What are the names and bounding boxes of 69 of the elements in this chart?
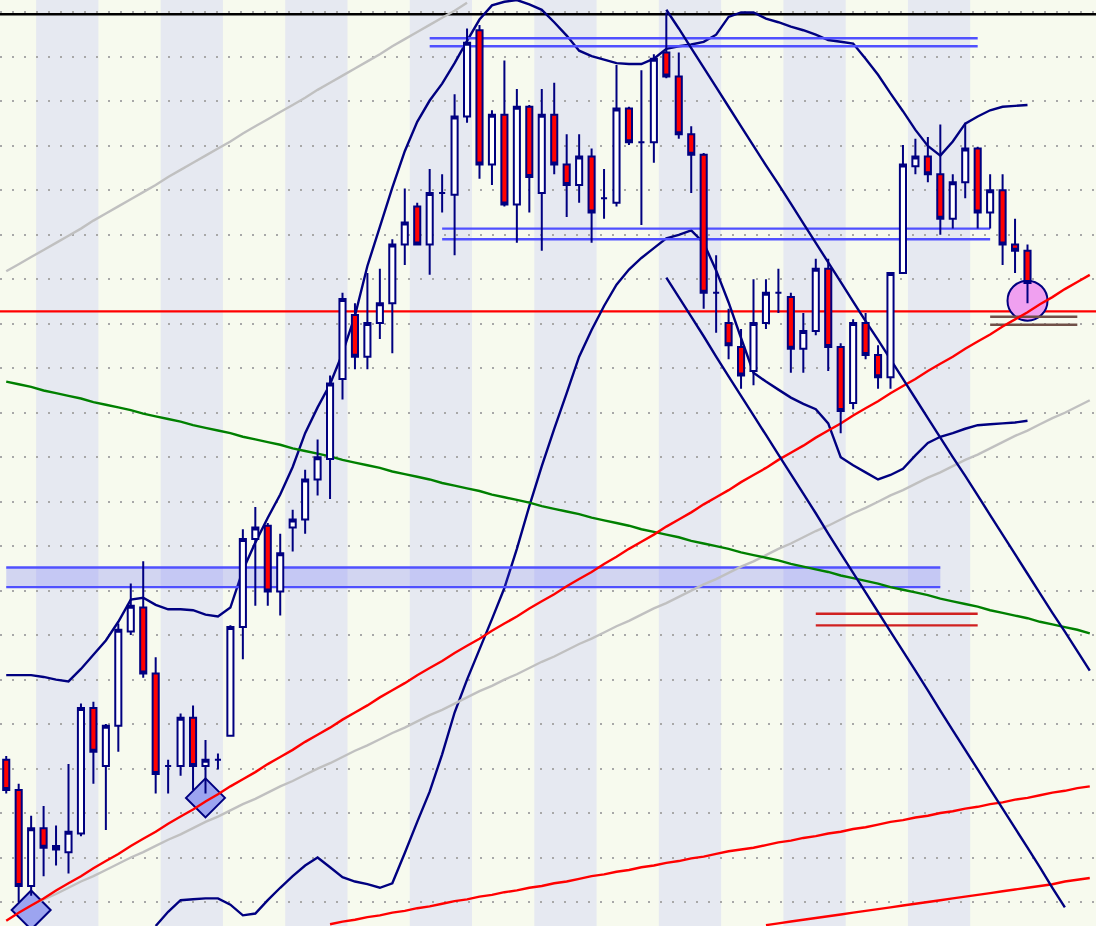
candlestick — [649, 53, 658, 164]
candlestick — [164, 758, 173, 795]
candlestick — [388, 238, 397, 355]
candlestick — [537, 87, 546, 252]
candlestick — [313, 438, 322, 497]
candlestick — [587, 147, 596, 244]
candlestick — [52, 824, 61, 867]
candlestick — [948, 173, 957, 230]
candlestick — [213, 752, 222, 771]
candlestick — [276, 532, 285, 617]
candlestick — [886, 272, 895, 390]
candlestick — [799, 312, 808, 374]
candlestick — [761, 278, 770, 331]
candlestick — [76, 702, 85, 838]
candlestick — [475, 23, 484, 180]
candlestick — [512, 87, 521, 244]
candlestick — [961, 121, 970, 200]
candlestick — [400, 187, 409, 267]
candlestick — [836, 342, 845, 435]
candlestick — [562, 133, 571, 219]
candlestick — [612, 63, 621, 208]
candlestick — [338, 291, 347, 401]
candlestick — [911, 137, 920, 176]
candlestick — [226, 624, 235, 737]
candlestick — [263, 522, 272, 607]
candlestick — [600, 168, 609, 220]
candlestick — [301, 468, 310, 535]
candlestick — [624, 105, 633, 146]
candlestick — [687, 125, 696, 195]
candlestick — [438, 173, 447, 214]
candlestick — [674, 51, 683, 140]
candlestick — [849, 318, 858, 411]
candlestick — [101, 723, 110, 831]
candlestick — [637, 69, 646, 227]
candlestick — [176, 712, 185, 777]
candlestick — [774, 267, 783, 315]
candlestick — [525, 103, 534, 214]
candlestick — [487, 109, 496, 187]
candlestick — [251, 506, 260, 607]
candlestick — [737, 328, 746, 390]
candlestick — [288, 508, 297, 553]
candlestick — [126, 582, 135, 637]
candlestick — [500, 59, 509, 208]
candlestick — [463, 27, 472, 124]
candlestick — [39, 804, 48, 878]
candlestick — [749, 278, 758, 387]
candlestick — [998, 173, 1007, 267]
candlestick — [326, 374, 335, 501]
candlestick — [973, 145, 982, 230]
candlestick — [898, 144, 907, 275]
candlestick — [2, 755, 11, 795]
candlestick — [874, 344, 883, 390]
candlestick — [1011, 217, 1020, 275]
candlestick — [575, 133, 584, 204]
candlestick — [923, 135, 932, 184]
candlestick — [413, 201, 422, 246]
candlestick — [89, 700, 98, 785]
candlestick — [425, 168, 434, 276]
candlestick — [151, 656, 160, 795]
candlestick — [450, 93, 459, 257]
candlestick — [363, 272, 372, 371]
candlestick — [712, 254, 721, 334]
candlestick — [936, 123, 945, 236]
candlestick — [64, 763, 73, 875]
candlestick — [550, 81, 559, 176]
candlestick — [238, 528, 247, 661]
candlestick — [375, 267, 384, 340]
candlestick — [986, 173, 995, 230]
candlestick — [811, 257, 820, 337]
